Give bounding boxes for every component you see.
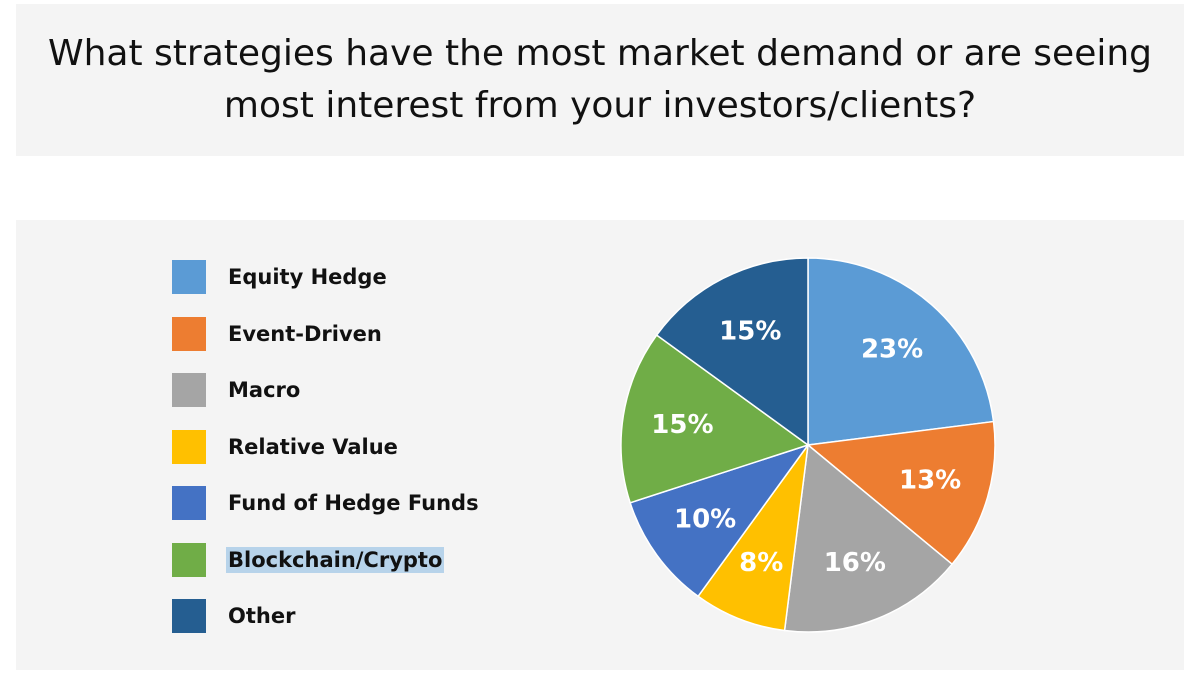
- legend-label: Fund of Hedge Funds: [228, 491, 479, 515]
- pie-slice: [697, 444, 809, 632]
- title-panel: What strategies have the most market dem…: [16, 4, 1184, 156]
- slice-label: 16%: [824, 548, 886, 578]
- chart-title-line-2: most interest from your investors/client…: [223, 85, 977, 126]
- legend-label: Macro: [228, 378, 301, 402]
- pie-slice: [629, 443, 810, 598]
- slice-label: 15%: [651, 410, 713, 440]
- legend-label: Event-Driven: [228, 321, 382, 346]
- slice-label: 13%: [899, 465, 961, 495]
- chart-panel: Equity Hedge Event-Driven Macro Relative Va…: [16, 220, 1184, 670]
- pie-slice: [655, 257, 809, 447]
- slice-label: 8%: [739, 548, 783, 578]
- pie-slice: [620, 334, 810, 504]
- slice-label: 15%: [719, 317, 781, 347]
- legend-swatch: [172, 599, 206, 633]
- legend-label: Equity Hedge: [228, 265, 387, 289]
- legend-swatch: [172, 316, 206, 351]
- legend-swatch: [172, 429, 206, 464]
- legend-label: Blockchain/Crypto: [226, 546, 445, 573]
- legend-swatch: [172, 260, 206, 294]
- slice-label: 23%: [861, 335, 923, 365]
- legend-swatch: [172, 486, 206, 520]
- slice-label: 10%: [674, 505, 736, 535]
- legend-label: Relative Value: [228, 434, 398, 459]
- chart-title-line-1: What strategies have the most market dem…: [47, 33, 1153, 74]
- legend-swatch: [172, 373, 206, 407]
- pie-slice: [807, 257, 995, 446]
- legend-swatch: [172, 542, 206, 577]
- pie-slice: [806, 420, 996, 566]
- chart-title: What strategies have the most market dem…: [40, 28, 1160, 132]
- pie-chart: 23% 13% 16% 8%10% 15% 15%: [620, 257, 996, 633]
- legend-label: Other: [228, 604, 296, 628]
- pie-slice: [783, 443, 954, 633]
